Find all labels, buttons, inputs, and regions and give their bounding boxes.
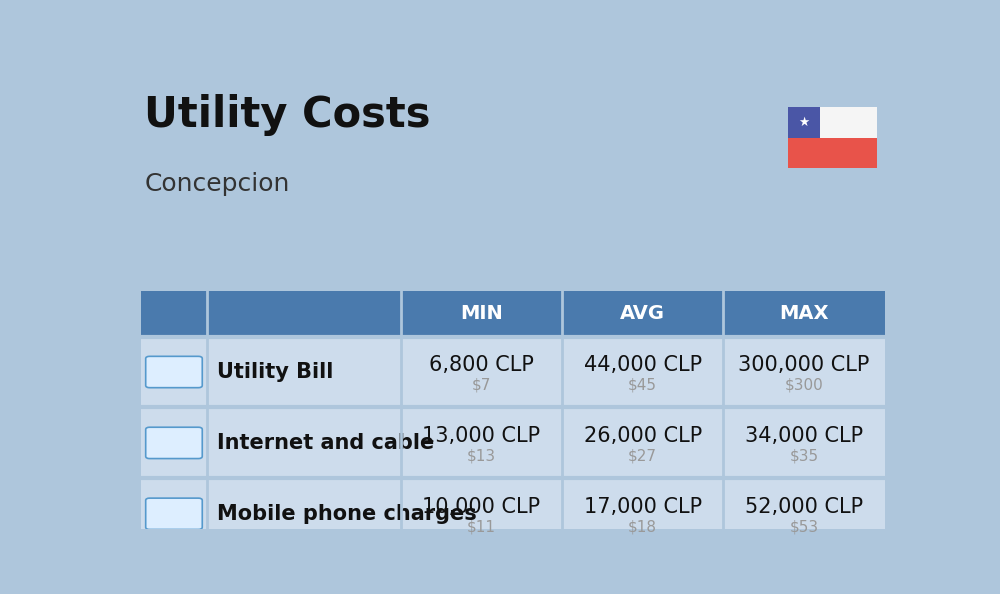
Text: 10,000 CLP: 10,000 CLP	[422, 497, 541, 517]
FancyBboxPatch shape	[140, 478, 885, 549]
Text: $11: $11	[467, 519, 496, 534]
Text: AVG: AVG	[620, 304, 665, 323]
Text: 34,000 CLP: 34,000 CLP	[745, 426, 863, 446]
Text: 52,000 CLP: 52,000 CLP	[745, 497, 863, 517]
Text: 44,000 CLP: 44,000 CLP	[584, 355, 702, 375]
Text: $18: $18	[628, 519, 657, 534]
Text: MIN: MIN	[460, 304, 503, 323]
Text: $27: $27	[628, 448, 657, 463]
Text: 300,000 CLP: 300,000 CLP	[738, 355, 870, 375]
Text: MAX: MAX	[779, 304, 829, 323]
Text: Concepcion: Concepcion	[144, 172, 290, 196]
FancyBboxPatch shape	[788, 138, 877, 169]
Text: $53: $53	[789, 519, 818, 534]
Text: Mobile phone charges: Mobile phone charges	[217, 504, 477, 524]
Text: Utility Bill: Utility Bill	[217, 362, 333, 382]
FancyBboxPatch shape	[140, 407, 885, 478]
Text: $300: $300	[785, 377, 823, 392]
FancyBboxPatch shape	[140, 337, 885, 407]
FancyBboxPatch shape	[140, 291, 885, 337]
Text: $7: $7	[472, 377, 491, 392]
Text: $13: $13	[467, 448, 496, 463]
Text: 26,000 CLP: 26,000 CLP	[584, 426, 702, 446]
FancyBboxPatch shape	[788, 107, 877, 138]
Text: Utility Costs: Utility Costs	[144, 94, 431, 136]
Text: 13,000 CLP: 13,000 CLP	[422, 426, 541, 446]
FancyBboxPatch shape	[146, 498, 202, 529]
Text: 6,800 CLP: 6,800 CLP	[429, 355, 534, 375]
Text: ★: ★	[798, 116, 809, 129]
FancyBboxPatch shape	[146, 427, 202, 459]
Text: $35: $35	[789, 448, 818, 463]
FancyBboxPatch shape	[146, 356, 202, 388]
Text: $45: $45	[628, 377, 657, 392]
FancyBboxPatch shape	[788, 107, 820, 138]
Text: Internet and cable: Internet and cable	[217, 433, 434, 453]
Text: 17,000 CLP: 17,000 CLP	[584, 497, 702, 517]
